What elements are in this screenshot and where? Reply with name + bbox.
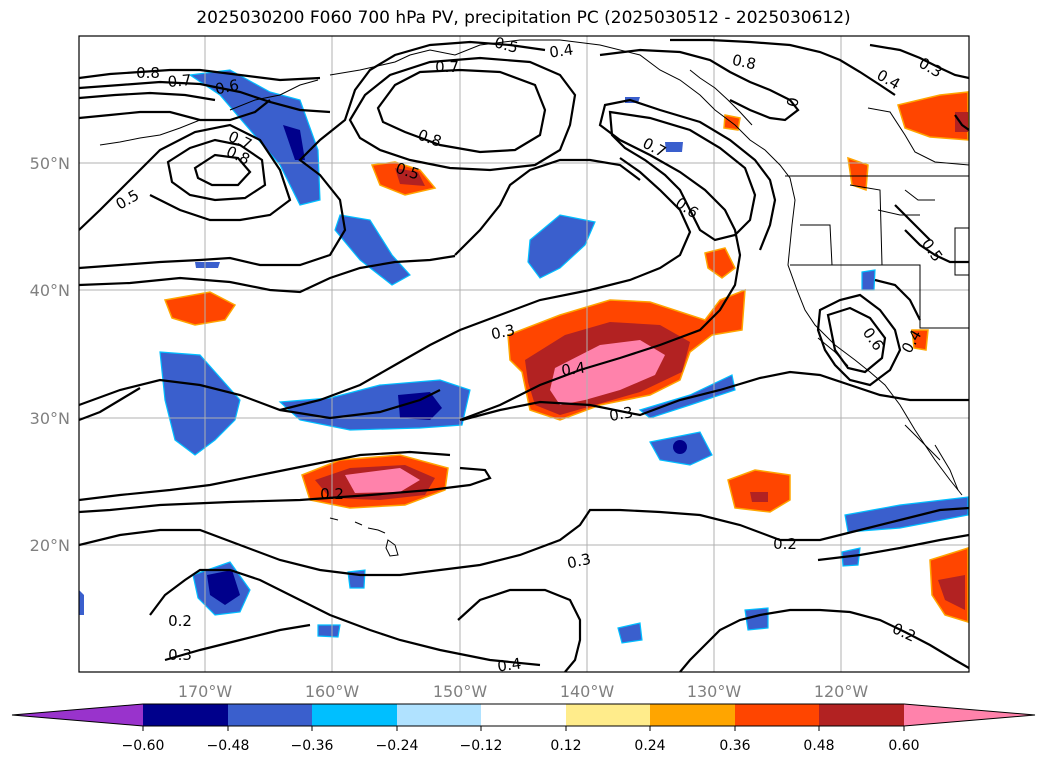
colorbar-segment bbox=[312, 704, 397, 726]
colorbar-tick-label: −0.12 bbox=[460, 738, 503, 754]
colorbar-tick-label: 0.60 bbox=[888, 738, 919, 754]
lat-label: 50°N bbox=[30, 154, 70, 173]
contour-label: 0.2 bbox=[773, 535, 797, 553]
contour-label: 0.8 bbox=[136, 64, 160, 82]
colorbar-tick-label: 0.48 bbox=[803, 738, 834, 754]
contour-label: 0.6 bbox=[672, 194, 702, 222]
contour-label: 0.2 bbox=[168, 612, 192, 630]
lat-label: 20°N bbox=[30, 536, 70, 555]
contour-label: 0.3 bbox=[565, 550, 592, 573]
colorbar-segment bbox=[819, 704, 904, 726]
colorbar-segment bbox=[481, 704, 566, 726]
colorbar-tick-label: −0.48 bbox=[207, 738, 250, 754]
colorbar-tick-label: −0.36 bbox=[291, 738, 334, 754]
contour-label: 0.5 bbox=[492, 33, 520, 57]
contour-label: 0.7 bbox=[167, 71, 192, 91]
colorbar-segment bbox=[143, 704, 228, 726]
colorbar-tick-label: −0.60 bbox=[122, 738, 165, 754]
colorbar-ticks bbox=[142, 726, 905, 731]
contour-label: 0.3 bbox=[608, 403, 635, 425]
lon-label: 160°W bbox=[305, 682, 360, 701]
contour-label: 0.3 bbox=[168, 646, 192, 664]
colorbar-tick-label: 0.12 bbox=[550, 738, 581, 754]
contour-label: 0.7 bbox=[435, 58, 459, 76]
contour-label: 0.8 bbox=[730, 51, 757, 74]
contour-label: 0.4 bbox=[874, 66, 904, 94]
colorbar-segment bbox=[566, 704, 650, 726]
contour-label: 0.5 bbox=[918, 235, 946, 265]
contour-label: 0 bbox=[783, 96, 802, 109]
contour-label: 0.2 bbox=[889, 619, 918, 645]
colorbar-segment bbox=[735, 704, 819, 726]
lat-label: 40°N bbox=[30, 281, 70, 300]
coastlines bbox=[99, 39, 969, 496]
contour-label: 0.2 bbox=[320, 485, 344, 503]
contour-label: 0.4 bbox=[548, 40, 574, 61]
colorbar: −0.60 −0.48 −0.36 −0.24 −0.12 0.12 0.24 … bbox=[11, 703, 1036, 754]
lat-label: 30°N bbox=[30, 409, 70, 428]
hawaii-islands bbox=[329, 517, 399, 557]
contour-label: 0.4 bbox=[560, 358, 586, 379]
colorbar-tick-label: 0.36 bbox=[719, 738, 750, 754]
colorbar-tick-label: −0.24 bbox=[376, 738, 419, 754]
colorbar-extend-high bbox=[904, 704, 1035, 726]
colorbar-segment bbox=[650, 704, 735, 726]
lon-label: 120°W bbox=[814, 682, 869, 701]
contour-label: 0.6 bbox=[213, 76, 240, 99]
map-title: 2025030200 F060 700 hPa PV, precipitatio… bbox=[196, 8, 851, 28]
lat-axis-labels: 50°N 40°N 30°N 20°N bbox=[30, 154, 70, 555]
contour-label: 0.4 bbox=[496, 654, 522, 675]
colorbar-segment bbox=[397, 704, 481, 726]
pv-contours bbox=[79, 38, 969, 672]
lon-axis-labels: 170°W 160°W 150°W 140°W 130°W 120°W bbox=[178, 682, 869, 701]
colorbar-segment bbox=[228, 704, 312, 726]
contour-label: 0.7 bbox=[640, 134, 670, 161]
map-frame bbox=[78, 35, 970, 673]
contour-label: 0.5 bbox=[113, 186, 143, 214]
colorbar-tick-label: 0.24 bbox=[634, 738, 665, 754]
lon-label: 170°W bbox=[178, 682, 233, 701]
lon-label: 140°W bbox=[560, 682, 615, 701]
lon-label: 150°W bbox=[433, 682, 488, 701]
lon-label: 130°W bbox=[687, 682, 742, 701]
contour-label: 0.3 bbox=[489, 321, 516, 344]
colorbar-extend-low bbox=[12, 704, 143, 726]
gridlines bbox=[79, 36, 969, 672]
contour-label: 0.8 bbox=[415, 126, 444, 151]
